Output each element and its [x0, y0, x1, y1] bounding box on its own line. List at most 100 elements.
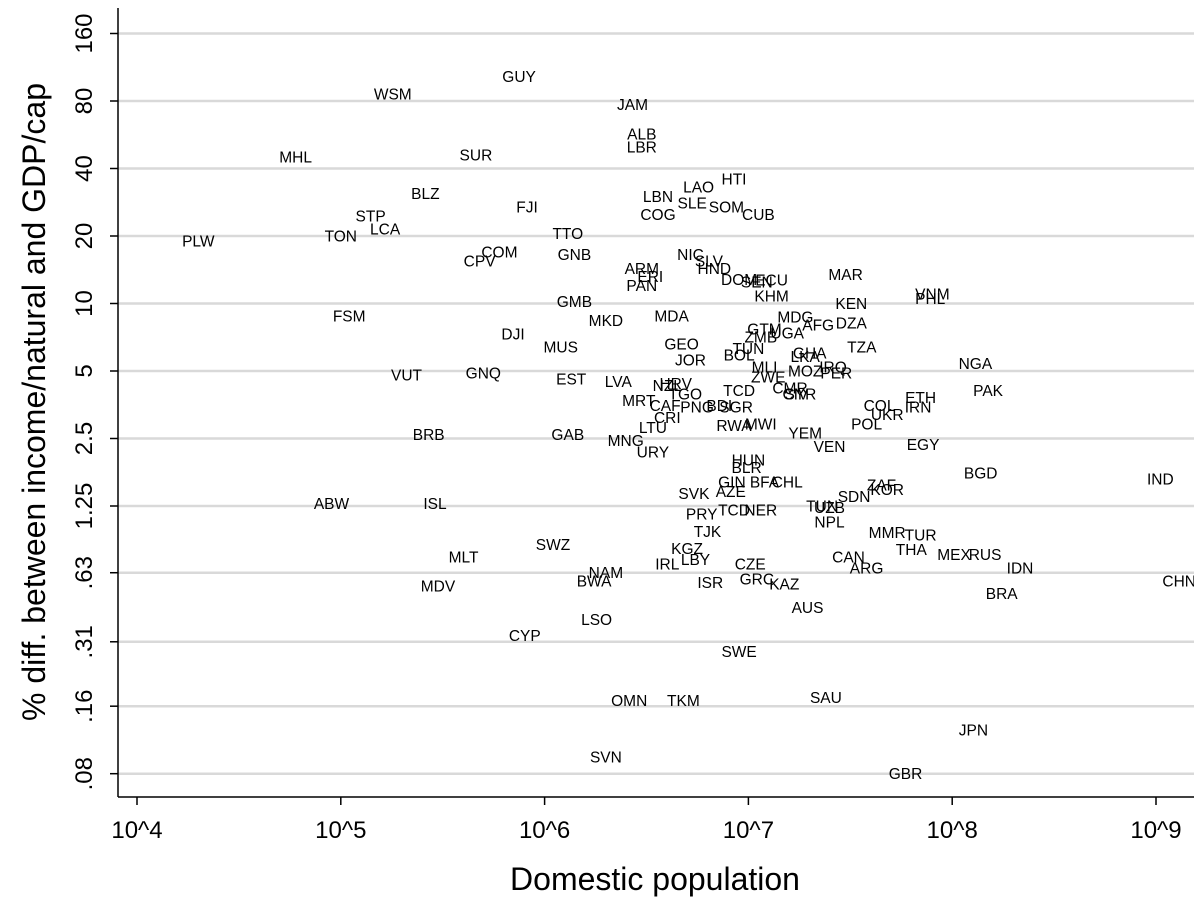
x-tick-label: 10^9: [1130, 817, 1181, 844]
y-tick-label: 2.5: [71, 422, 98, 455]
y-tick-label: 1.25: [71, 483, 98, 530]
country-point-label: GTM: [747, 322, 781, 339]
country-point-label: CIV: [782, 387, 809, 404]
country-point-label: SOM: [709, 199, 744, 216]
country-point-label: AUS: [792, 600, 824, 617]
country-point-label: SVK: [678, 486, 710, 503]
country-point-label: PAN: [626, 278, 657, 295]
country-point-label: MHL: [279, 150, 312, 167]
country-point-label: COM: [481, 244, 517, 261]
country-point-label: TJK: [694, 524, 722, 541]
country-point-label: SWE: [721, 644, 756, 661]
country-point-label: GBR: [889, 766, 923, 783]
country-point-label: WSM: [374, 87, 412, 104]
x-tick-label: 10^4: [111, 817, 162, 844]
country-point-label: KHM: [754, 289, 788, 306]
country-point-label: BWA: [577, 573, 612, 590]
country-point-label: BLR: [732, 460, 762, 477]
country-point-label: ECU: [755, 273, 788, 290]
country-point-label: IRL: [655, 556, 680, 573]
country-point-label: MAR: [828, 267, 862, 284]
y-tick-label: 5: [71, 364, 98, 377]
y-tick-label: 80: [71, 88, 98, 115]
country-point-label: RWA: [716, 418, 752, 435]
country-point-label: FSM: [333, 308, 366, 325]
country-point-label: GMB: [557, 294, 592, 311]
country-point-label: DOM: [721, 272, 757, 289]
country-point-label: KOR: [870, 482, 904, 499]
country-point-label: DJI: [501, 327, 524, 344]
x-tick-label: 10^7: [723, 817, 774, 844]
country-point-label: JOR: [675, 353, 706, 370]
country-point-label: SDN: [838, 489, 871, 506]
country-point-label: TGO: [669, 387, 703, 404]
country-point-label: MDG: [777, 310, 813, 327]
country-point-label: JPN: [959, 723, 988, 740]
country-point-label: EGY: [907, 437, 940, 454]
country-point-label: OMN: [611, 693, 647, 710]
country-point-label: IRN: [905, 400, 932, 417]
country-point-label: LBY: [681, 552, 710, 569]
country-point-label: COG: [640, 207, 675, 224]
y-tick-label: .31: [71, 625, 98, 658]
country-point-label: UKR: [871, 407, 904, 424]
country-point-label: SVN: [590, 750, 622, 767]
country-point-label: CZE: [735, 556, 766, 573]
country-point-label: TCD: [718, 503, 750, 520]
y-tick-label: .63: [71, 556, 98, 589]
country-point-label: IND: [1147, 472, 1174, 489]
country-point-label: GUY: [502, 69, 536, 86]
country-point-label: MMR: [869, 525, 906, 542]
country-point-label: HTI: [722, 171, 747, 188]
country-point-label: CAF: [650, 398, 681, 415]
country-point-label: ARG: [850, 561, 884, 578]
country-point-label: JAM: [617, 97, 648, 114]
country-point-label: SLE: [678, 196, 707, 213]
country-point-label: ZWE: [751, 370, 785, 387]
country-point-label: PRY: [686, 507, 718, 524]
country-point-label: TUN: [806, 499, 838, 516]
country-point-label: ALB: [627, 127, 656, 144]
country-point-label: SUR: [460, 147, 493, 164]
country-point-label: BRA: [986, 586, 1019, 603]
country-point-label: IDN: [1007, 561, 1034, 578]
country-point-label: VEN: [814, 439, 846, 456]
country-point-label: TZA: [847, 340, 877, 357]
country-point-label: YEM: [788, 425, 822, 442]
country-point-label: SEN: [741, 274, 773, 291]
country-point-label: CMR: [772, 381, 807, 398]
country-point-label: PAK: [973, 383, 1004, 400]
country-point-label: MDV: [421, 578, 456, 595]
country-point-label: BRB: [413, 427, 445, 444]
country-point-label: LKA: [791, 349, 821, 366]
country-point-label: MOZ: [788, 364, 822, 381]
country-point-label: HND: [698, 261, 732, 278]
y-ticks: .08 .16 .31 .63 1.25 2.5 5 10 20 40 80 160: [71, 13, 118, 790]
country-point-label: MEX: [937, 547, 971, 564]
country-point-label: HUN: [732, 453, 766, 470]
country-point-label: GIN: [718, 475, 746, 492]
country-point-label: ABW: [314, 496, 350, 513]
country-point-label: SLV: [695, 253, 724, 270]
country-point-label: ETH: [905, 390, 936, 407]
country-point-label: BLZ: [411, 186, 439, 203]
country-point-label: TUN: [732, 341, 764, 358]
country-point-label: HRV: [659, 376, 692, 393]
country-point-label: CRI: [654, 410, 681, 427]
x-tick-label: 10^8: [927, 817, 978, 844]
country-point-label: MUS: [543, 340, 577, 357]
y-tick-label: 160: [71, 13, 98, 53]
country-point-label: ARM: [625, 261, 659, 278]
country-point-label: NGA: [959, 356, 993, 373]
y-tick-label: .08: [71, 757, 98, 790]
country-point-label: AZE: [716, 484, 746, 501]
country-point-label: CYP: [509, 628, 541, 645]
country-point-label: GEO: [664, 337, 698, 354]
country-point-label: VUT: [391, 368, 423, 385]
country-point-label: TTO: [552, 226, 583, 243]
country-point-label: MRT: [622, 393, 656, 410]
x-ticks: 10^4 10^5 10^6 10^7 10^8 10^9: [111, 797, 1182, 844]
country-point-label: BDI: [706, 398, 732, 415]
country-point-label: BFA: [750, 475, 780, 492]
